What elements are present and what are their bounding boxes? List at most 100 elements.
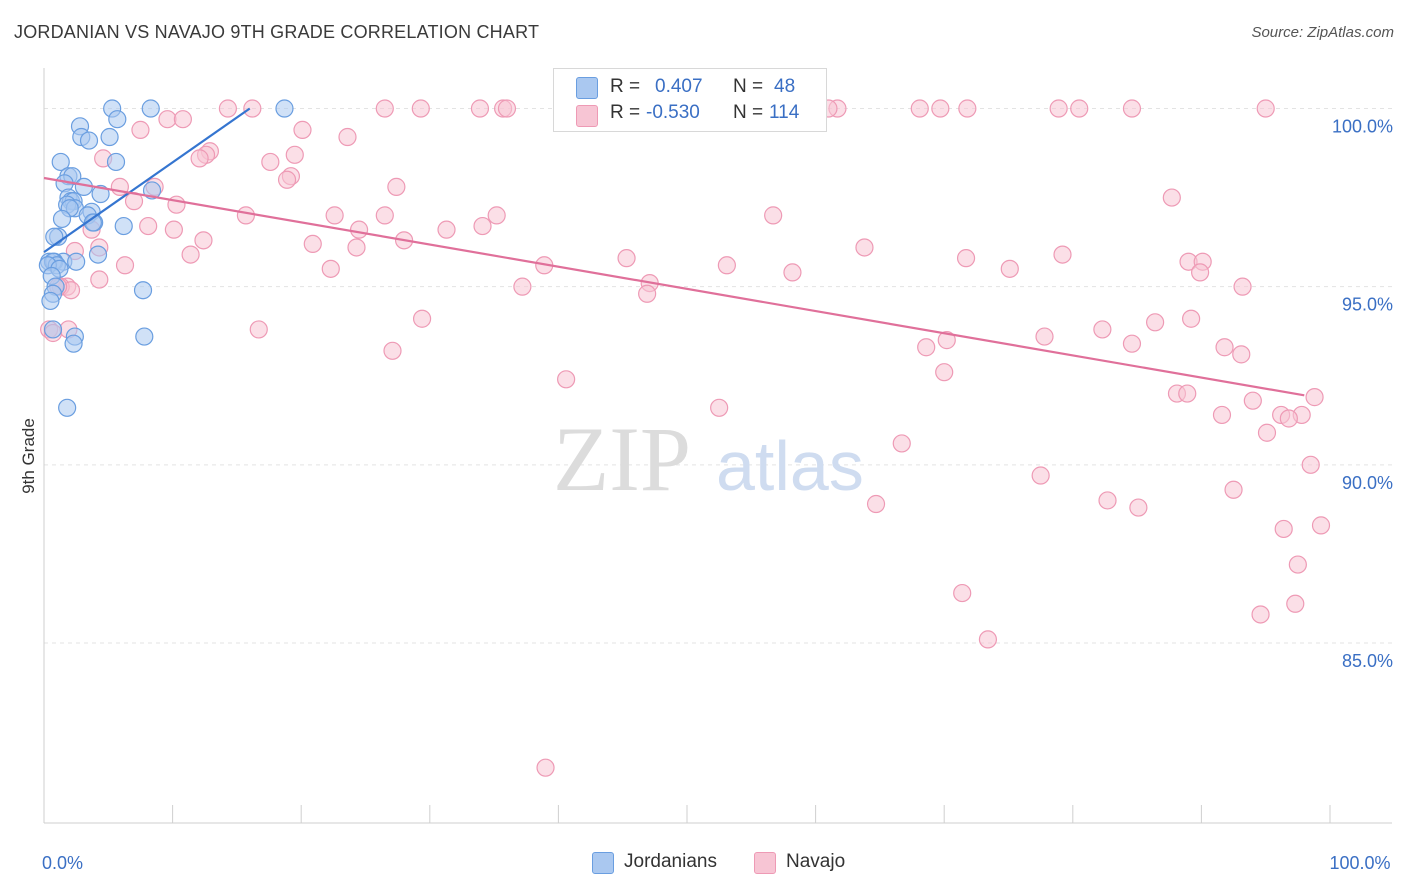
point-jordanian	[43, 320, 63, 339]
point-navajo	[375, 206, 394, 225]
data-points	[38, 99, 1331, 777]
point-navajo	[218, 99, 237, 118]
point-navajo	[710, 398, 729, 417]
legend-swatch-navajo	[576, 105, 598, 127]
point-navajo	[1301, 455, 1320, 474]
point-navajo	[1129, 498, 1148, 517]
point-navajo	[1311, 516, 1331, 535]
point-navajo	[412, 309, 432, 328]
point-navajo	[139, 216, 158, 236]
trend-line-jordanians	[43, 107, 251, 254]
point-navajo	[1191, 263, 1210, 282]
point-navajo	[892, 434, 911, 453]
x-tick-label: 100.0%	[1329, 853, 1390, 873]
point-navajo	[164, 220, 183, 239]
trend-line-navajo	[43, 176, 1305, 397]
point-navajo	[1146, 313, 1165, 332]
point-navajo	[1286, 594, 1305, 613]
point-jordanian	[275, 99, 294, 118]
point-navajo	[375, 99, 394, 118]
point-jordanian	[45, 227, 64, 246]
point-navajo	[1224, 480, 1243, 499]
point-navajo	[1031, 466, 1050, 485]
trend-lines	[43, 107, 1305, 397]
point-navajo	[978, 630, 998, 649]
y-axis-label: 9th Grade	[19, 418, 38, 494]
point-navajo	[855, 238, 874, 257]
point-navajo	[1279, 409, 1298, 428]
point-navajo	[1035, 327, 1054, 346]
point-navajo	[931, 99, 950, 118]
point-navajo	[487, 206, 506, 225]
point-navajo	[1233, 277, 1252, 296]
x-tick-label: 0.0%	[42, 853, 83, 873]
point-navajo	[1288, 555, 1307, 574]
point-jordanian	[114, 216, 133, 236]
watermark: ZIP atlas	[553, 408, 864, 510]
y-tick-label: 100.0%	[1332, 117, 1393, 137]
point-navajo	[1098, 491, 1117, 510]
point-navajo	[1122, 99, 1142, 118]
point-jordanian	[51, 152, 70, 172]
point-navajo	[158, 110, 177, 129]
point-navajo	[866, 494, 886, 514]
point-navajo	[387, 177, 406, 196]
point-navajo	[277, 170, 297, 189]
point-navajo	[1000, 259, 1019, 278]
point-navajo	[1232, 345, 1251, 364]
legend-row-navajo: R = -0.530 N = 114	[554, 101, 826, 129]
point-navajo	[783, 263, 802, 282]
point-navajo	[958, 99, 977, 118]
point-navajo	[243, 99, 262, 118]
point-navajo	[437, 220, 456, 239]
point-navajo	[1182, 309, 1201, 328]
point-navajo	[249, 320, 268, 339]
point-jordanian	[142, 181, 162, 200]
point-navajo	[194, 231, 213, 250]
y-tick-label: 90.0%	[1342, 473, 1393, 493]
point-jordanian	[79, 131, 99, 150]
point-jordanian	[106, 152, 126, 172]
legend-r-value: -0.530	[646, 102, 700, 123]
point-jordanian	[64, 334, 83, 353]
point-navajo	[497, 99, 517, 118]
legend-n-value: 48	[774, 76, 796, 97]
point-navajo	[764, 206, 783, 225]
point-navajo	[513, 277, 532, 296]
point-jordanian	[133, 281, 153, 300]
point-navajo	[470, 99, 490, 118]
point-navajo	[303, 234, 322, 254]
point-navajo	[1243, 391, 1262, 410]
legend-n-label: N =	[733, 76, 764, 97]
point-jordanian	[67, 252, 86, 271]
y-tick-label: 85.0%	[1342, 651, 1393, 671]
chart-title: JORDANIAN VS NAVAJO 9TH GRADE CORRELATIO…	[14, 22, 540, 42]
bottom-legend-label-jordanians: Jordanians	[624, 851, 717, 872]
point-navajo	[383, 341, 402, 360]
point-navajo	[1053, 245, 1072, 264]
point-jordanian	[41, 291, 60, 311]
point-navajo	[1093, 320, 1112, 339]
point-navajo	[1215, 338, 1234, 357]
point-navajo	[1070, 99, 1089, 118]
point-navajo	[1257, 423, 1277, 442]
stats-legend: R = 0.407 N = 48 R = -0.530 N = 114	[553, 68, 827, 132]
point-navajo	[536, 758, 555, 777]
point-navajo	[1122, 334, 1142, 353]
point-navajo	[285, 145, 304, 164]
point-navajo	[638, 284, 657, 303]
point-navajo	[349, 220, 369, 239]
legend-n-value: 114	[769, 102, 800, 123]
point-navajo	[1212, 405, 1232, 425]
legend-r-label: R =	[610, 76, 641, 97]
point-navajo	[347, 238, 366, 257]
point-jordanian	[88, 245, 108, 264]
bottom-legend-label-navajo: Navajo	[786, 851, 846, 872]
point-navajo	[131, 120, 150, 139]
point-navajo	[1274, 519, 1293, 539]
point-jordanian	[91, 184, 110, 204]
point-navajo	[338, 127, 357, 147]
bottom-legend-swatch-navajo	[754, 852, 776, 874]
point-jordanian	[141, 99, 160, 118]
point-navajo	[293, 120, 312, 139]
